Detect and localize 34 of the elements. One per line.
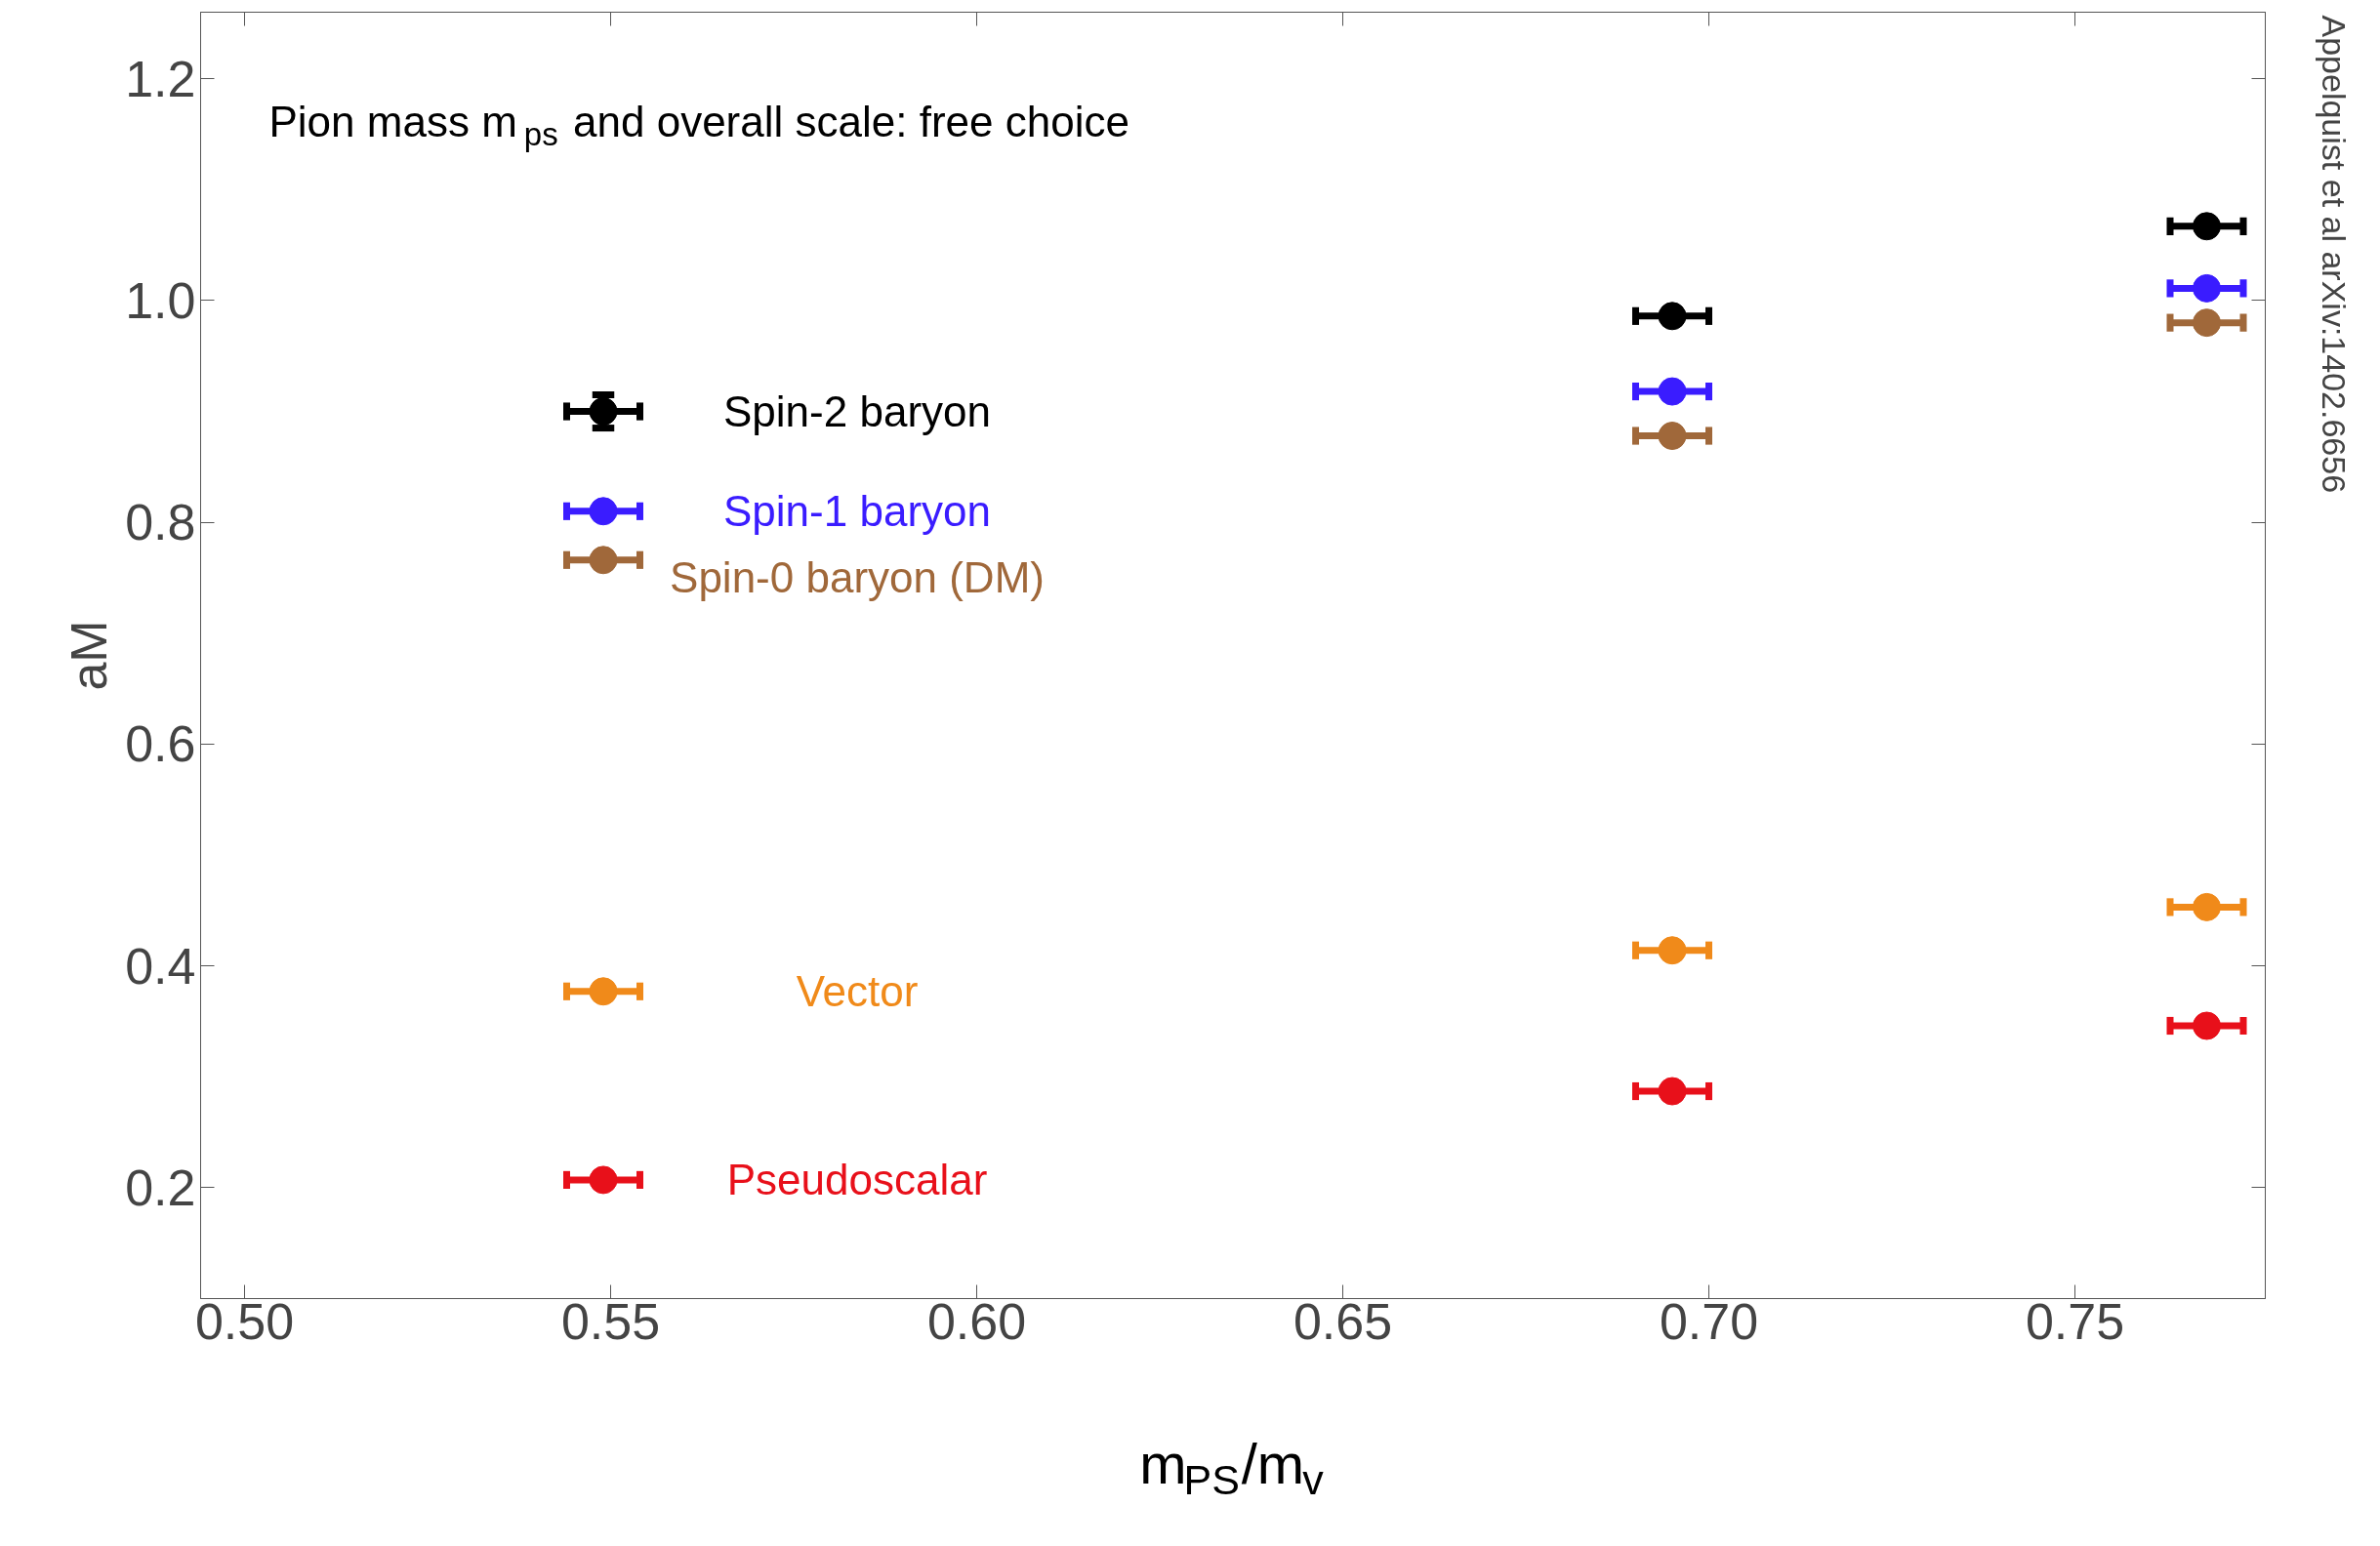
point [589, 977, 618, 1006]
point [1658, 422, 1687, 450]
x-tick-label: 0.60 [926, 1292, 1027, 1350]
text: Vector [796, 967, 919, 1016]
point [1658, 302, 1687, 331]
text: Spin-2 baryon [723, 387, 991, 436]
point [2193, 273, 2221, 303]
x-tick-label: 0.55 [560, 1292, 661, 1350]
point [589, 1165, 618, 1195]
text: Spin-1 baryon [723, 487, 991, 536]
point [2193, 212, 2221, 241]
series-label: Spin-0 baryon (DM) [670, 553, 1045, 602]
x-tick-label: 0.50 [194, 1292, 295, 1350]
y-tick-label: 0.2 [125, 1159, 196, 1216]
point [1658, 377, 1687, 406]
y-tick-label: 0.4 [125, 937, 196, 995]
point [589, 497, 618, 526]
point [1658, 1077, 1687, 1106]
point [589, 397, 618, 427]
point [589, 546, 618, 575]
y-tick-label: 1.2 [125, 50, 196, 107]
point [1658, 936, 1687, 965]
y-tick-label: 1.0 [125, 271, 196, 329]
point [2193, 1011, 2221, 1040]
y-axis-title: aM [61, 620, 118, 691]
x-tick-label: 0.65 [1293, 1292, 1393, 1350]
text: Pseudoscalar [726, 1156, 988, 1204]
x-tick-label: 0.70 [1659, 1292, 1759, 1350]
text: Appelquist et al arXiv:1402.6656 [2315, 15, 2353, 494]
y-tick-label: 0.8 [125, 494, 196, 551]
x-tick-label: 0.75 [2025, 1292, 2125, 1350]
point [2193, 308, 2221, 338]
y-tick-label: 0.6 [125, 715, 196, 773]
point [2193, 892, 2221, 921]
